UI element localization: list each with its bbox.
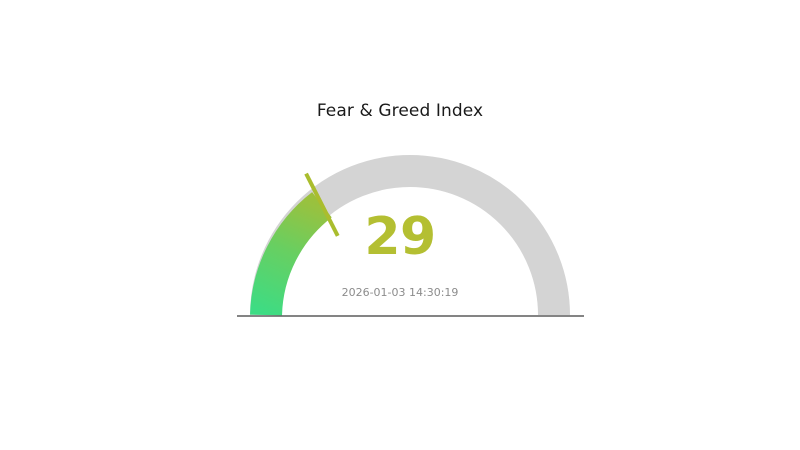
gauge-progress-arc [250,192,333,316]
page-title: Fear & Greed Index [316,101,484,121]
gauge-value-readout: 29 [364,207,436,267]
gauge-chart [230,140,590,330]
gauge-threshold-marker [304,172,340,237]
gauge-timestamp: 2026-01-03 14:30:19 [341,286,459,299]
gauge-svg [237,155,584,317]
